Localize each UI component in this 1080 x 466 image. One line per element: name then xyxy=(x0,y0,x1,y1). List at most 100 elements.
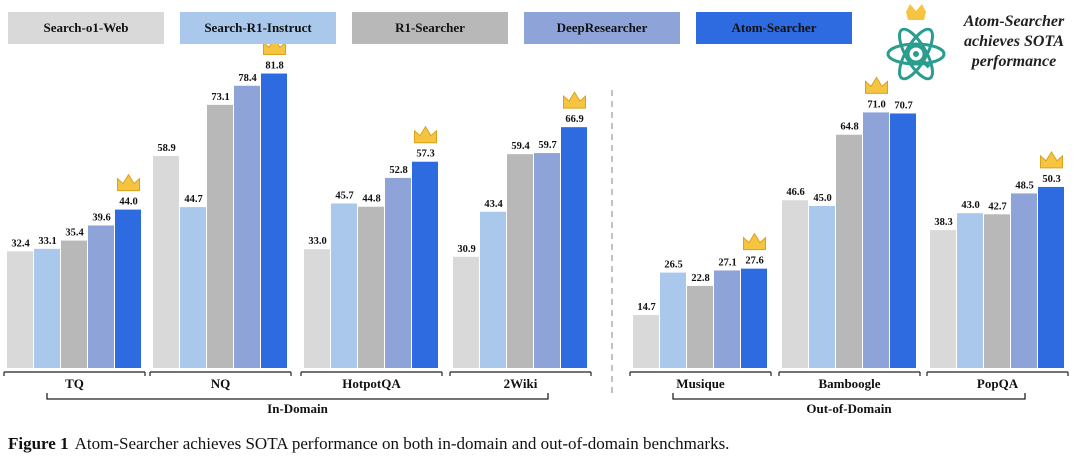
category-label-nq: NQ xyxy=(211,376,231,391)
value-label-bamboogle-2: 64.8 xyxy=(840,122,858,133)
legend-item-deepresearcher: DeepResearcher xyxy=(524,12,680,44)
value-label-musique-0: 14.7 xyxy=(637,302,655,313)
category-label-bamboogle: Bamboogle xyxy=(818,376,880,391)
bar-bamboogle-search-o1-web xyxy=(782,200,808,368)
bar-2wiki-search-o1-web xyxy=(453,256,479,368)
value-label-musique-1: 26.5 xyxy=(664,260,682,271)
value-label-bamboogle-4: 70.7 xyxy=(894,100,912,111)
bar-bamboogle-deepresearcher xyxy=(863,112,889,369)
category-label-musique: Musique xyxy=(676,376,725,391)
bar-musique-search-o1-web xyxy=(633,315,659,368)
bar-tq-atom-searcher xyxy=(115,209,141,368)
value-label-nq-3: 78.4 xyxy=(238,73,257,84)
bar-nq-r1-searcher xyxy=(207,104,233,368)
value-label-bamboogle-3: 71.0 xyxy=(867,99,885,110)
bar-popqa-r1-searcher xyxy=(984,214,1010,368)
value-label-tq-3: 39.6 xyxy=(92,212,110,223)
bar-2wiki-deepresearcher xyxy=(534,153,560,368)
bar-musique-deepresearcher xyxy=(714,270,740,368)
crown-icon xyxy=(117,173,140,192)
value-label-tq-1: 33.1 xyxy=(38,236,56,247)
value-label-popqa-3: 48.5 xyxy=(1015,180,1033,191)
value-label-2wiki-3: 59.7 xyxy=(538,140,556,151)
value-label-hotpotqa-3: 52.8 xyxy=(389,165,407,176)
bar-popqa-deepresearcher xyxy=(1011,193,1037,368)
group-brace xyxy=(672,393,1026,400)
bar-hotpotqa-atom-searcher xyxy=(412,161,438,368)
legend-item-search-r1-instruct: Search-R1-Instruct xyxy=(180,12,336,44)
value-label-2wiki-4: 66.9 xyxy=(565,114,583,125)
bar-nq-atom-searcher xyxy=(261,73,287,369)
bar-musique-atom-searcher xyxy=(741,268,767,368)
figure-caption: Figure 1 Atom-Searcher achieves SOTA perf… xyxy=(8,434,729,454)
group-brace xyxy=(46,393,549,400)
bar-nq-search-r1-instruct xyxy=(180,207,206,368)
crown-icon xyxy=(563,91,586,109)
value-label-hotpotqa-0: 33.0 xyxy=(308,236,326,247)
category-label-2wiki: 2Wiki xyxy=(504,376,538,391)
legend-item-search-o1-web: Search-o1-Web xyxy=(8,12,164,44)
bar-bamboogle-atom-searcher xyxy=(890,113,916,368)
legend: Search-o1-Web Search-R1-Instruct R1-Sear… xyxy=(8,12,868,44)
bar-hotpotqa-r1-searcher xyxy=(358,206,384,368)
value-label-nq-4: 81.8 xyxy=(265,61,283,72)
value-label-popqa-1: 43.0 xyxy=(961,200,979,211)
value-label-tq-0: 32.4 xyxy=(11,238,30,249)
value-label-nq-2: 73.1 xyxy=(211,92,229,103)
crown-icon xyxy=(865,76,888,94)
value-label-2wiki-1: 43.4 xyxy=(484,199,503,210)
crown-icon xyxy=(414,125,437,144)
group-label-out-of-domain: Out-of-Domain xyxy=(806,401,892,416)
value-label-hotpotqa-1: 45.7 xyxy=(335,190,353,201)
badge-text: Atom-Searcher achieves SOTA performance xyxy=(963,13,1065,70)
bar-2wiki-atom-searcher xyxy=(561,127,587,368)
bar-hotpotqa-deepresearcher xyxy=(385,177,411,368)
bar-nq-deepresearcher xyxy=(234,85,260,368)
value-label-nq-0: 58.9 xyxy=(157,143,175,154)
bar-tq-deepresearcher xyxy=(88,225,114,368)
legend-item-atom-searcher: Atom-Searcher xyxy=(696,12,852,44)
bar-2wiki-search-r1-instruct xyxy=(480,211,506,368)
category-label-popqa: PopQA xyxy=(977,376,1019,391)
bar-2wiki-r1-searcher xyxy=(507,154,533,368)
atom-logo-icon xyxy=(886,4,946,81)
bar-chart: 32.4 33.1 35.4 39.6 44.0 TQ 58.9 44.7 73.1 78.4 81… xyxy=(3,37,1069,416)
category-label-hotpotqa: HotpotQA xyxy=(342,376,401,391)
crown-icon xyxy=(1040,150,1063,169)
sota-badge: Atom-Searcher achieves SOTA performance xyxy=(880,2,1076,86)
bar-musique-r1-searcher xyxy=(687,285,713,368)
value-label-2wiki-0: 30.9 xyxy=(457,244,475,255)
value-label-popqa-0: 38.3 xyxy=(934,217,952,228)
value-label-musique-3: 27.1 xyxy=(718,257,736,268)
bar-tq-search-r1-instruct xyxy=(34,248,60,368)
bar-popqa-search-r1-instruct xyxy=(957,213,983,368)
caption-text: Atom-Searcher achieves SOTA performance … xyxy=(74,434,730,453)
legend-item-r1-searcher: R1-Searcher xyxy=(352,12,508,44)
value-label-bamboogle-1: 45.0 xyxy=(813,193,831,204)
bar-bamboogle-r1-searcher xyxy=(836,134,862,368)
category-label-tq: TQ xyxy=(65,376,84,391)
bar-nq-search-o1-web xyxy=(153,155,179,368)
value-label-musique-2: 22.8 xyxy=(691,273,709,284)
value-label-hotpotqa-4: 57.3 xyxy=(416,149,434,160)
value-label-tq-4: 44.0 xyxy=(119,197,137,208)
group-label-in-domain: In-Domain xyxy=(267,401,328,416)
value-label-nq-1: 44.7 xyxy=(184,194,202,205)
bar-popqa-atom-searcher xyxy=(1038,186,1064,368)
bar-tq-search-o1-web xyxy=(7,251,33,368)
value-label-hotpotqa-2: 44.8 xyxy=(362,194,380,205)
value-label-popqa-2: 42.7 xyxy=(988,201,1006,212)
caption-label: Figure 1 xyxy=(8,434,69,453)
value-label-musique-4: 27.6 xyxy=(745,256,763,267)
bar-bamboogle-search-r1-instruct xyxy=(809,206,835,368)
value-label-popqa-4: 50.3 xyxy=(1042,174,1060,185)
value-label-bamboogle-0: 46.6 xyxy=(786,187,804,198)
crown-icon xyxy=(743,232,766,251)
value-label-2wiki-2: 59.4 xyxy=(511,141,530,152)
value-label-tq-2: 35.4 xyxy=(65,228,84,239)
bar-tq-r1-searcher xyxy=(61,240,87,368)
bar-musique-search-r1-instruct xyxy=(660,272,686,368)
bar-hotpotqa-search-o1-web xyxy=(304,249,330,368)
bar-popqa-search-o1-web xyxy=(930,230,956,368)
crown-icon xyxy=(906,4,926,20)
